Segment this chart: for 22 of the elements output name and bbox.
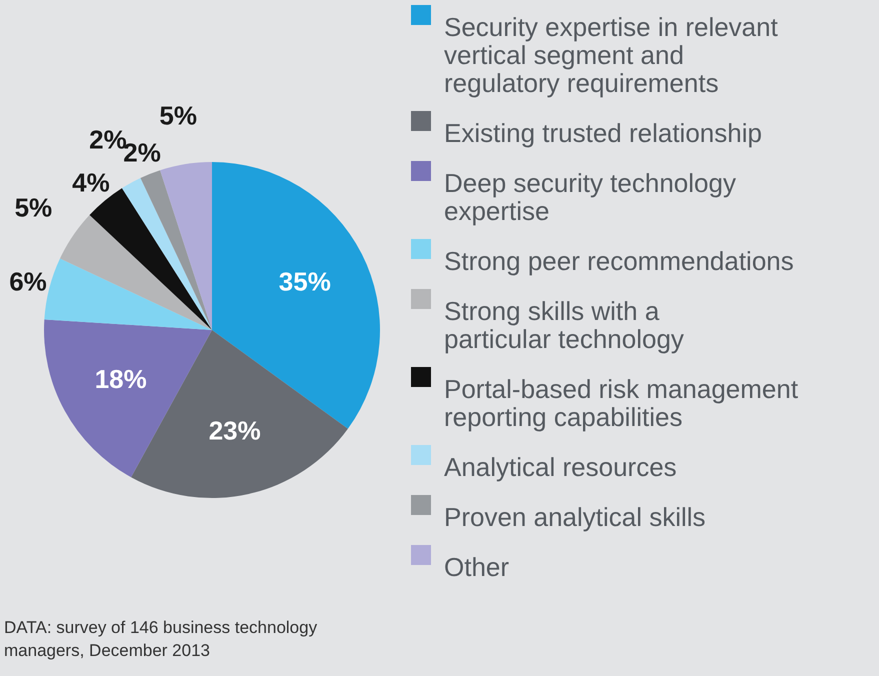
legend-label: Portal-based risk management reporting capabilities — [444, 374, 799, 432]
legend-label: Strong skills with a particular technology — [444, 296, 684, 354]
data-label: 18% — [94, 364, 147, 394]
data-label: 5% — [159, 100, 197, 131]
legend-label: Security expertise in relevant vertical segment and regulatory requirements — [444, 12, 779, 98]
data-label: 5% — [14, 192, 52, 223]
legend-label: Proven analytical skills — [444, 502, 706, 532]
pie-slice — [44, 258, 212, 330]
legend-label: Other — [444, 552, 510, 582]
data-label: 35% — [278, 266, 331, 297]
data-label: 23% — [208, 416, 261, 446]
text: DATA: survey of 146 business technology managers, December 2013 — [4, 618, 318, 660]
data-label: 6% — [9, 266, 47, 297]
legend-label: Deep security technology expertise — [444, 168, 736, 226]
legend-label: Analytical resources — [444, 452, 677, 482]
pie-slice — [122, 178, 212, 330]
pie-slice — [60, 214, 212, 330]
legend-label: Existing trusted relationship — [444, 118, 762, 148]
data-label: 4% — [72, 168, 110, 198]
legend-label: Strong peer recommendations — [444, 246, 794, 276]
pie-slice — [140, 170, 212, 330]
pie-slice — [160, 162, 212, 330]
